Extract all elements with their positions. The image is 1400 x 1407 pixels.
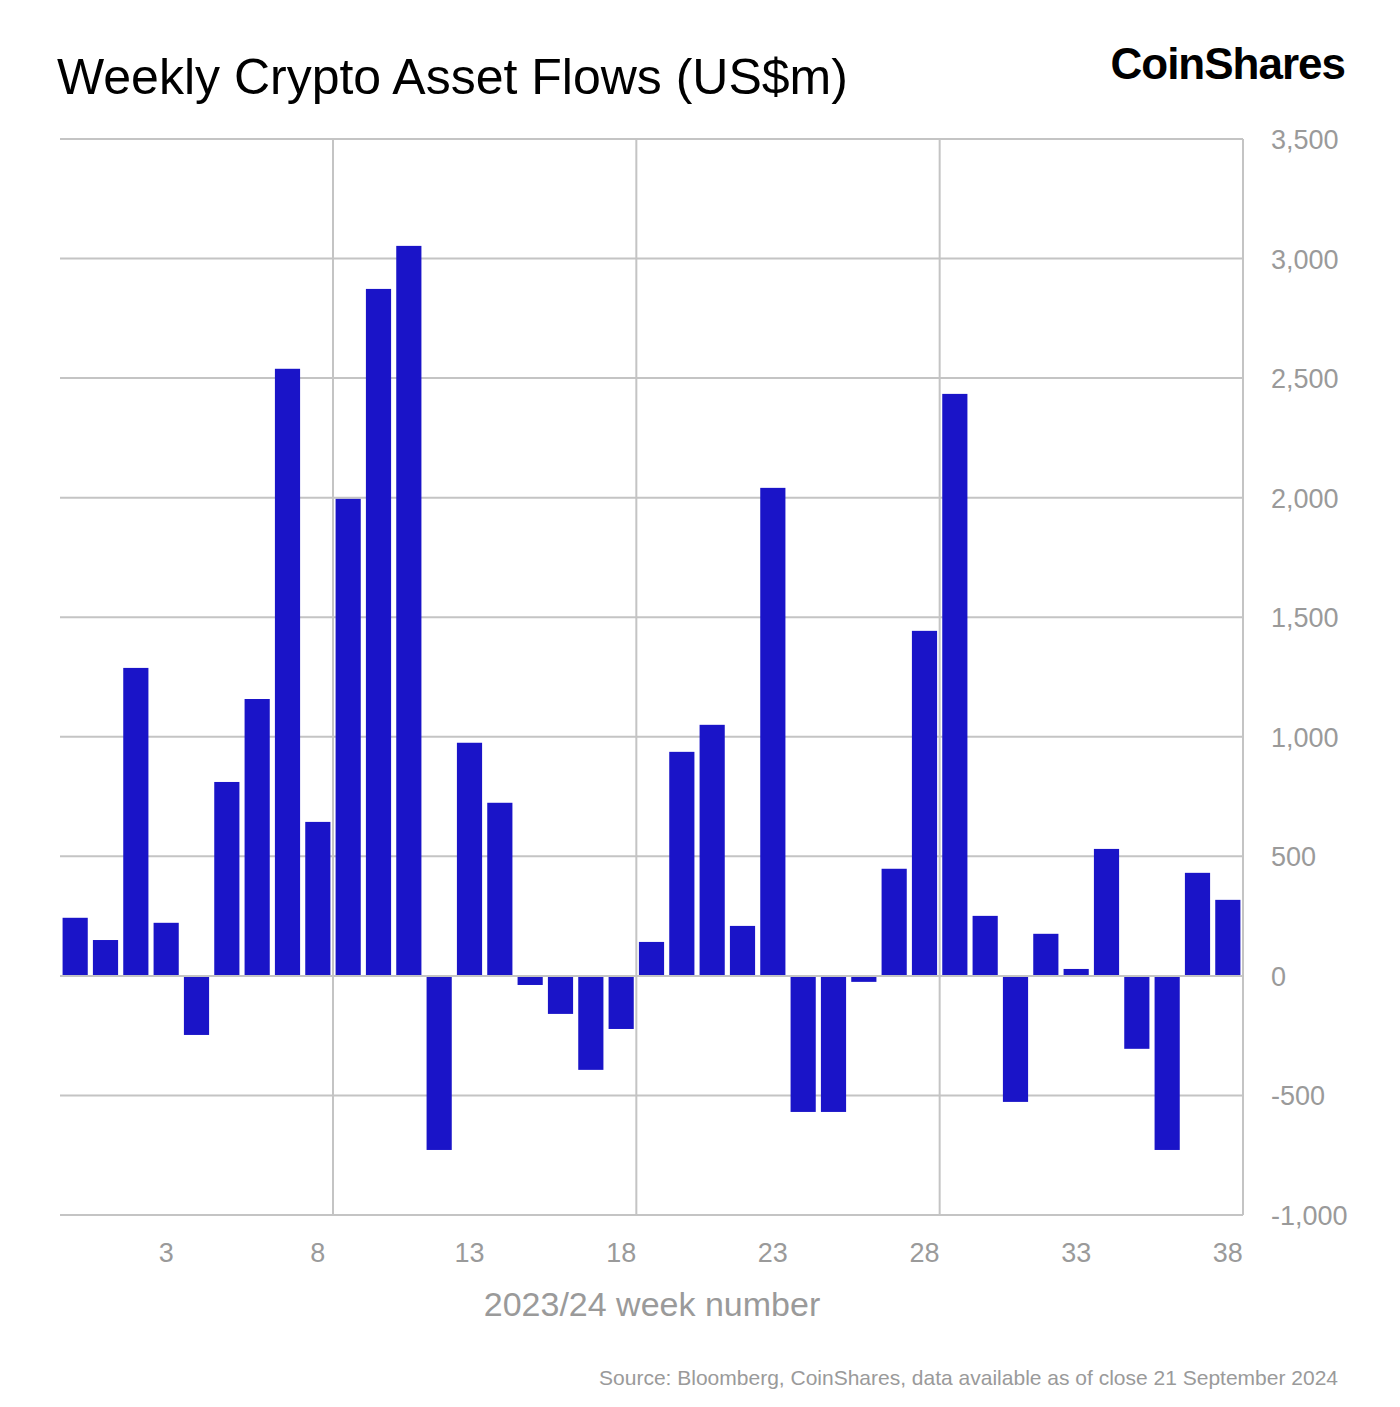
x-tick-label: 38: [1213, 1238, 1243, 1268]
y-tick-label: 500: [1271, 842, 1316, 872]
bar: [366, 289, 391, 976]
bar: [154, 923, 179, 976]
bar: [942, 394, 967, 976]
bar: [639, 942, 664, 976]
bar: [1155, 976, 1180, 1150]
grid-line: [60, 497, 1243, 499]
grid-line: [60, 1214, 1243, 1216]
bar: [1215, 900, 1240, 976]
x-tick-label: 33: [1061, 1238, 1091, 1268]
bar: [1185, 873, 1210, 976]
bar: [396, 246, 421, 976]
y-tick-label: 3,500: [1271, 125, 1339, 155]
bar: [275, 369, 300, 976]
bar: [427, 976, 452, 1150]
x-axis-label: 2023/24 week number: [484, 1285, 820, 1323]
bar: [487, 803, 512, 976]
bar: [1064, 969, 1089, 976]
grid-line: [635, 139, 637, 1215]
grid-line: [939, 139, 941, 1215]
source: Source: Bloomberg, CoinShares, data avai…: [599, 1366, 1338, 1389]
grid-line: [60, 138, 1243, 140]
y-tick-label: 1,500: [1271, 603, 1339, 633]
y-tick-label: -1,000: [1271, 1201, 1348, 1231]
x-tick-label: 23: [758, 1238, 788, 1268]
bars: [63, 246, 1241, 1150]
bar: [882, 869, 907, 976]
bar: [912, 631, 937, 976]
bar: [821, 976, 846, 1112]
logo: CoinShares: [1110, 39, 1345, 88]
bar: [1033, 934, 1058, 976]
y-tick-label: 2,500: [1271, 364, 1339, 394]
bar: [700, 725, 725, 976]
bar: [548, 976, 573, 1014]
bar: [669, 752, 694, 976]
bar: [730, 926, 755, 976]
grid-line: [332, 139, 334, 1215]
bar: [214, 782, 239, 976]
bar: [123, 668, 148, 976]
grid-line: [60, 377, 1243, 379]
bar: [184, 976, 209, 1035]
grid-line: [60, 975, 1243, 977]
grid: [60, 139, 1243, 1215]
bar: [93, 940, 118, 976]
bar: [791, 976, 816, 1112]
bar: [336, 499, 361, 976]
y-tick-label: 1,000: [1271, 723, 1339, 753]
bar: [457, 743, 482, 976]
bar: [1124, 976, 1149, 1049]
x-tick-label: 28: [909, 1238, 939, 1268]
bar: [518, 976, 543, 985]
x-tick-label: 3: [159, 1238, 174, 1268]
grid-line: [60, 1094, 1243, 1096]
y-tick-label: 0: [1271, 962, 1286, 992]
title: Weekly Crypto Asset Flows (US$m): [57, 49, 848, 105]
bar: [245, 699, 270, 976]
bar: [63, 918, 88, 976]
grid-line: [60, 616, 1243, 618]
zero-line: [60, 975, 1243, 977]
bar: [578, 976, 603, 1070]
y-tick-label: -500: [1271, 1081, 1325, 1111]
axis-line: [1242, 139, 1244, 1215]
chart: Weekly Crypto Asset Flows (US$m) CoinShar…: [0, 0, 1400, 1407]
y-tick-label: 3,000: [1271, 245, 1339, 275]
x-tick-label: 8: [310, 1238, 325, 1268]
bar: [1003, 976, 1028, 1102]
y-tick-label: 2,000: [1271, 484, 1339, 514]
bar: [305, 822, 330, 976]
bar: [609, 976, 634, 1029]
bar: [760, 488, 785, 976]
x-tick-label: 18: [606, 1238, 636, 1268]
bar: [973, 916, 998, 976]
bar: [1094, 849, 1119, 976]
x-tick-label: 13: [454, 1238, 484, 1268]
grid-line: [60, 258, 1243, 260]
grid-line: [60, 736, 1243, 738]
